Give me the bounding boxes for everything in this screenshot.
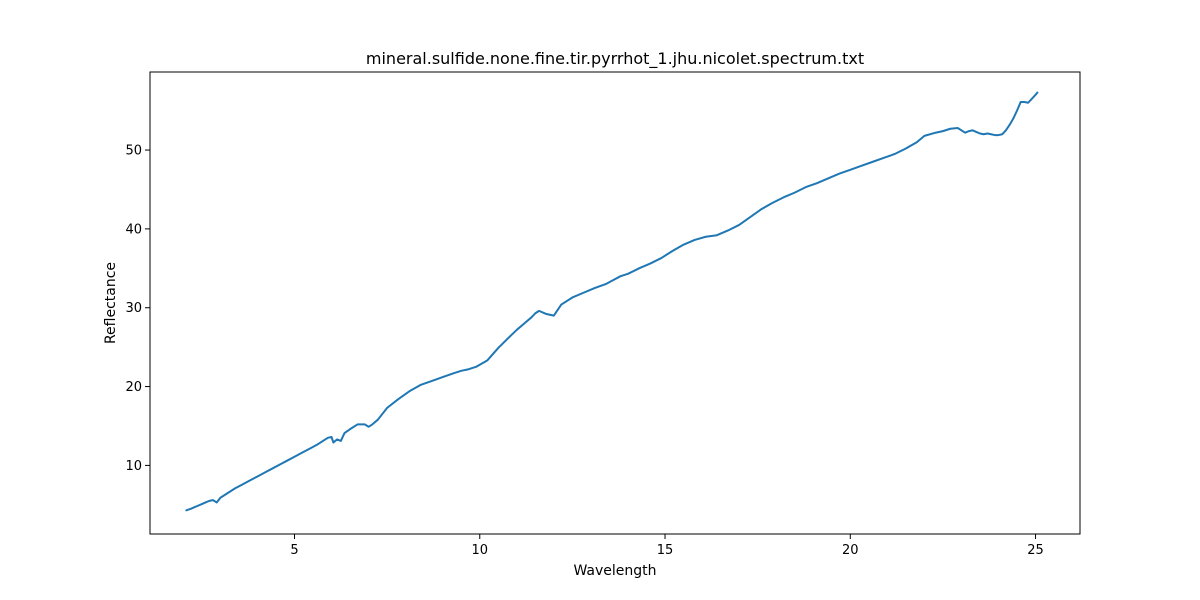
x-axis-label: Wavelength: [573, 563, 656, 579]
x-tick-label: 15: [657, 543, 674, 558]
spectrum-line: [185, 91, 1039, 512]
y-tick-label: 30: [125, 301, 142, 316]
y-axis-label: Reflectance: [103, 262, 119, 344]
y-tick-label: 20: [125, 380, 142, 395]
y-tick-label: 40: [125, 222, 142, 237]
x-tick-label: 10: [471, 543, 488, 558]
y-tick-label: 10: [125, 459, 142, 474]
y-tick-label: 50: [125, 144, 142, 159]
plot-frame: [149, 71, 1081, 535]
chart-title: mineral.sulfide.none.fine.tir.pyrrhot_1.…: [366, 49, 864, 69]
axis-ticks: 5 10 15 20 25 10 20 30 40 50: [125, 144, 1043, 558]
x-tick-label: 5: [290, 543, 298, 558]
x-tick-label: 25: [1027, 543, 1044, 558]
x-tick-label: 20: [842, 543, 859, 558]
